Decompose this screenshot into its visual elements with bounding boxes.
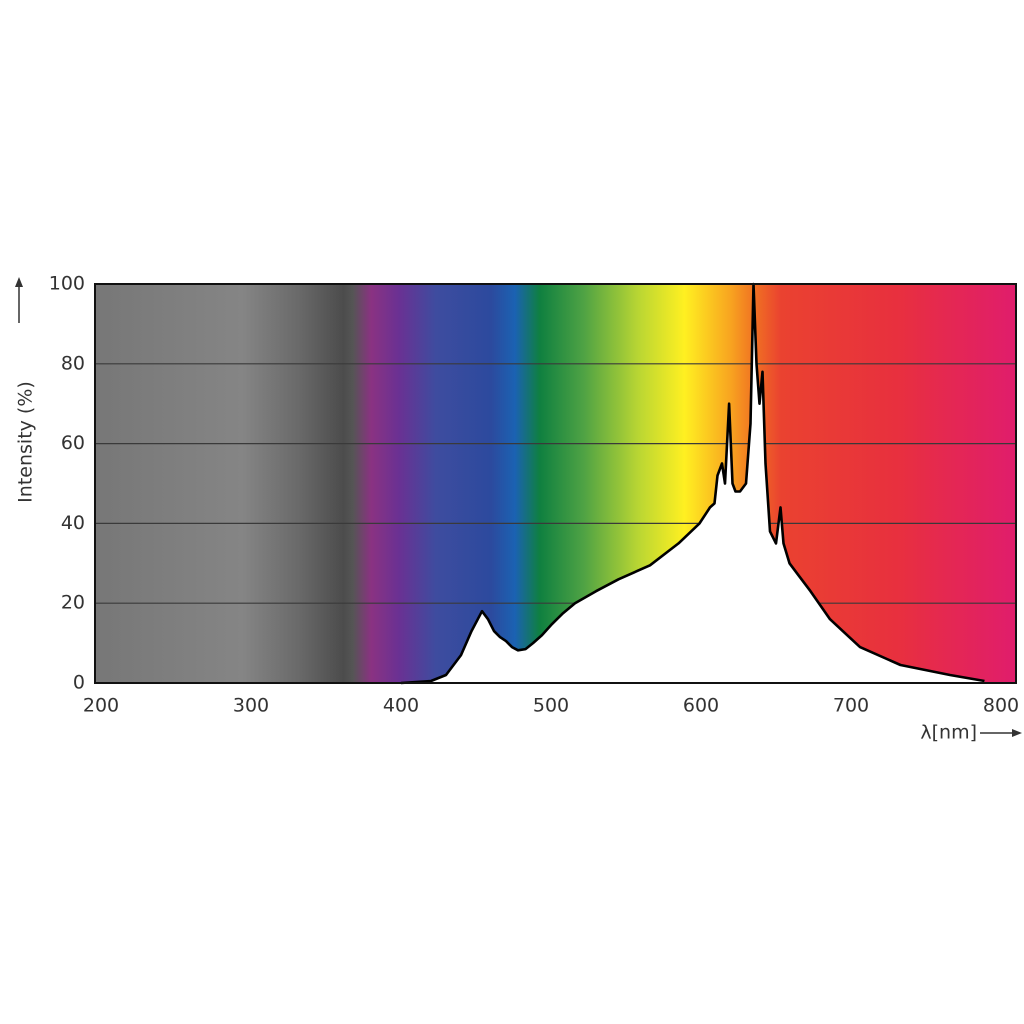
y-tick-label: 60 xyxy=(61,432,85,454)
plot-frame xyxy=(94,283,1017,684)
y-tick-label: 80 xyxy=(61,352,85,374)
y-axis-title: Intensity (%) xyxy=(15,381,37,503)
x-axis-arrowhead xyxy=(1012,729,1022,737)
x-tick-label: 200 xyxy=(83,695,119,717)
y-tick-label: 20 xyxy=(61,592,85,614)
x-tick-label: 400 xyxy=(383,695,419,717)
spectrum-line xyxy=(400,282,985,685)
area-fill xyxy=(401,284,985,683)
x-tick-label: 600 xyxy=(683,695,719,717)
labels: 0 20 40 60 80 100 200 300 400 500 600 700 800 xyxy=(49,273,1019,717)
x-tick-label: 500 xyxy=(533,695,569,717)
y-tick-label: 100 xyxy=(49,273,85,295)
x-tick-label: 300 xyxy=(233,695,269,717)
y-tick-label: 0 xyxy=(73,672,85,694)
spectrum-background xyxy=(95,284,1016,683)
marks xyxy=(400,282,985,685)
x-axis-title: λ[nm] xyxy=(920,722,977,744)
x-tick-label: 700 xyxy=(833,695,869,717)
y-axis-arrowhead xyxy=(15,277,23,287)
y-tick-label: 40 xyxy=(61,512,85,534)
x-tick-label: 800 xyxy=(983,695,1019,717)
